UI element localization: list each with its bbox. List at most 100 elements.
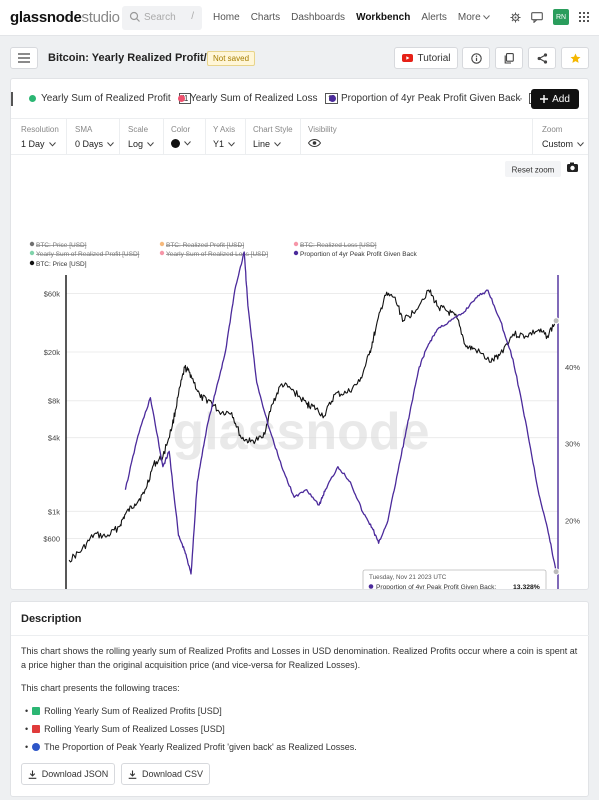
legend-item[interactable]: BTC: Price [USD]: [29, 241, 87, 249]
top-navbar: glassnodestudio Search / Home Charts Das…: [0, 0, 599, 36]
nav-charts[interactable]: Charts: [250, 12, 281, 23]
control-divider: [532, 119, 533, 155]
green-square-icon: [32, 707, 41, 715]
plus-icon: [540, 95, 549, 103]
download-csv-button[interactable]: Download CSV: [121, 763, 210, 785]
control-scale[interactable]: Scale Log: [128, 125, 154, 149]
chat-icon[interactable]: [531, 11, 543, 23]
legend-item[interactable]: BTC: Realized Profit [USD]: [159, 241, 244, 249]
y-right-tick-label: 30%: [565, 440, 580, 449]
y-left-tick-label: $4k: [48, 434, 60, 443]
download-csv-label: Download CSV: [141, 769, 204, 779]
control-y-axis[interactable]: Y Axis Y1: [213, 125, 235, 149]
metric-label: Proportion of 4yr Peak Profit Given Back: [341, 93, 521, 104]
legend-label: Yearly Sum of Realized Loss [USD]: [166, 251, 268, 258]
proportion-end-marker: [552, 568, 560, 576]
control-divider: [245, 119, 246, 155]
grid-menu-icon[interactable]: [579, 12, 589, 22]
legend-item[interactable]: BTC: Realized Loss [USD]: [293, 241, 377, 249]
nav-alerts[interactable]: Alerts: [421, 12, 447, 23]
control-resolution[interactable]: Resolution 1 Day: [21, 125, 59, 149]
share-button[interactable]: [528, 47, 556, 69]
tutorial-button[interactable]: Tutorial: [394, 47, 458, 69]
legend-item[interactable]: Yearly Sum of Realized Profit [USD]: [29, 250, 140, 258]
control-color[interactable]: Color: [171, 125, 191, 148]
y-left-tick-label: $20k: [44, 348, 61, 357]
control-divider: [300, 119, 301, 155]
y-left-tick-label: $600: [43, 535, 60, 544]
download-icon: [28, 770, 37, 779]
red-square-icon: [32, 725, 41, 733]
metric-realized-loss[interactable]: Yearly Sum of Realized Loss f2: [178, 93, 339, 104]
control-zoom[interactable]: Zoom Custom: [542, 125, 584, 149]
info-button[interactable]: [462, 47, 490, 69]
metric-proportion-given-back[interactable]: Proportion of 4yr Peak Profit Given Back: [329, 93, 535, 104]
legend-label: BTC: Price [USD]: [36, 261, 87, 268]
search-input[interactable]: Search /: [122, 6, 202, 30]
control-label: SMA: [75, 125, 93, 134]
legend-item[interactable]: Proportion of 4yr Peak Profit Given Back: [293, 250, 418, 258]
favorite-button[interactable]: [561, 47, 589, 69]
copy-button[interactable]: [495, 47, 523, 69]
legend-item[interactable]: BTC: Price [USD]: [29, 260, 87, 268]
download-icon: [128, 770, 137, 779]
download-json-button[interactable]: Download JSON: [21, 763, 115, 785]
control-divider: [119, 119, 120, 155]
control-visibility[interactable]: Visibility: [308, 125, 337, 147]
legend-dot: [29, 241, 35, 247]
nav-workbench[interactable]: Workbench: [356, 12, 411, 23]
add-metric-button[interactable]: Add: [531, 89, 579, 109]
control-label: Visibility: [308, 125, 337, 134]
legend-label: BTC: Realized Profit [USD]: [166, 242, 244, 249]
nav-home[interactable]: Home: [213, 12, 240, 23]
chevron-down-icon: [483, 15, 491, 20]
list-item-text: Rolling Yearly Sum of Realized Profits […: [44, 706, 222, 716]
blue-circle-icon: [32, 743, 41, 751]
tooltip-box: [362, 569, 547, 589]
chevron-down-icon: [228, 141, 235, 147]
avatar[interactable]: RN: [553, 9, 569, 25]
camera-icon[interactable]: [567, 162, 578, 173]
nav-more[interactable]: More: [458, 12, 491, 23]
legend-dot: [293, 241, 299, 247]
control-value: 0 Days: [75, 139, 104, 149]
tooltip-dot: [368, 584, 374, 589]
legend-item[interactable]: Yearly Sum of Realized Loss [USD]: [159, 250, 268, 258]
download-json-label: Download JSON: [41, 769, 109, 779]
btc-price-line[interactable]: [68, 289, 557, 563]
nav-dashboards[interactable]: Dashboards: [291, 12, 346, 23]
control-sma[interactable]: SMA 0 Days: [75, 125, 114, 149]
price-chart[interactable]: BTC: Price [USD] BTC: Realized Profit [US…: [11, 157, 589, 590]
tooltip-label: Proportion of 4yr Peak Profit Given Back…: [376, 584, 496, 590]
glassnode-logo[interactable]: glassnodestudio: [10, 9, 120, 26]
more-options-icon[interactable]: ···: [511, 91, 523, 105]
metric-color-dot: [178, 95, 185, 102]
control-label: Chart Style: [253, 125, 293, 134]
list-item: • Rolling Yearly Sum of Realized Profits …: [25, 706, 222, 716]
chart-menu-button[interactable]: [10, 47, 38, 69]
chevron-down-icon: [107, 141, 114, 147]
metric-realized-profit[interactable]: Yearly Sum of Realized Profit f1: [29, 93, 192, 104]
control-divider: [163, 119, 164, 155]
reset-zoom-button[interactable]: Reset zoom: [505, 161, 561, 177]
nav-links: Home Charts Dashboards Workbench Alerts …: [213, 12, 491, 23]
tooltip-date: Tuesday, Nov 21 2023 UTC: [369, 574, 447, 581]
settings-icon[interactable]: [510, 11, 521, 23]
list-item-text: Rolling Yearly Sum of Realized Losses [U…: [44, 724, 225, 734]
proportion-given-back-line[interactable]: [124, 251, 557, 575]
nav-more-label: More: [457, 12, 481, 23]
metric-color-dot: [29, 95, 36, 102]
control-chart-style[interactable]: Chart Style Line: [253, 125, 293, 149]
list-item: • The Proportion of Peak Yearly Realized …: [25, 742, 357, 752]
control-label: Zoom: [542, 125, 563, 134]
control-value: Log: [128, 139, 144, 149]
legend-label: Proportion of 4yr Peak Profit Given Back: [300, 251, 417, 258]
y-left-tick-label: $60k: [44, 290, 61, 299]
tooltip-value: 13.328%: [513, 584, 540, 590]
tutorial-label: Tutorial: [417, 52, 451, 64]
legend-dot: [293, 250, 299, 256]
list-item: • Rolling Yearly Sum of Realized Losses […: [25, 724, 225, 734]
price-end-marker: [552, 317, 560, 325]
metric-scroll-indicator: [11, 92, 13, 106]
chart-titlebar: Bitcoin: Yearly Realized Profit/Loss Not…: [10, 46, 589, 72]
